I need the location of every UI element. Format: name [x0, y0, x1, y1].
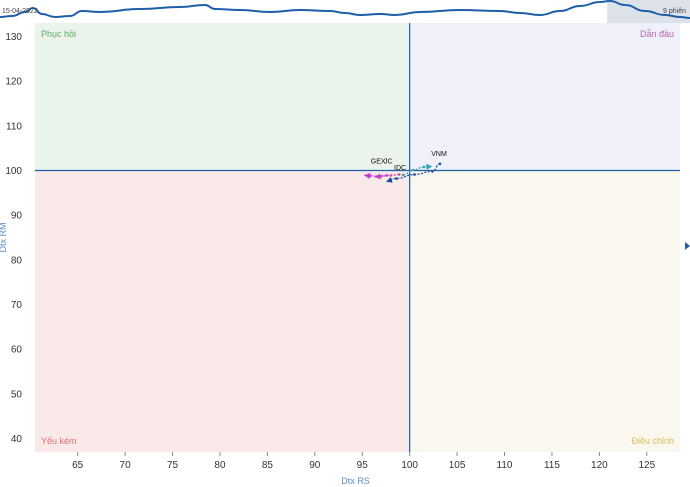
series-point-gex[interactable]: [397, 173, 401, 176]
series-label-gex[interactable]: GEX: [371, 158, 386, 165]
series-arrow-vnm[interactable]: [385, 177, 393, 183]
series-point-vnm[interactable]: [438, 162, 442, 166]
x-tick-label: 90: [309, 460, 321, 471]
x-tick-label: 110: [497, 460, 513, 471]
x-tick-label: 100: [401, 460, 418, 471]
y-tick-label: 60: [11, 345, 23, 356]
navigator-session-label: 9 phiên: [663, 8, 686, 15]
quadrant-backgrounds: Phục hồi Dẫn đầu Yếu kém Điều chỉnh: [35, 23, 680, 452]
x-axis-title: Dtx RS: [341, 476, 370, 486]
x-tick-label: 80: [214, 460, 226, 471]
center-lines: [35, 23, 680, 452]
y-tick-label: 80: [11, 255, 23, 266]
x-tick-label: 75: [167, 460, 179, 471]
y-tick-label: 40: [11, 434, 23, 445]
series-label-vnm[interactable]: VNM: [431, 151, 447, 158]
quadrant-bottom-left: [35, 170, 410, 452]
x-tick-label: 65: [72, 460, 84, 471]
series-point-vnm[interactable]: [395, 177, 398, 180]
x-tick-label: 120: [591, 460, 608, 471]
y-tick-label: 50: [11, 389, 23, 400]
y-tick-label: 110: [6, 121, 22, 132]
navigator-date-label: 15-04-2022: [2, 8, 38, 15]
series-point-vnm[interactable]: [413, 173, 416, 176]
x-tick-label: 85: [262, 460, 274, 471]
navigator[interactable]: 15-04-2022 9 phiên: [0, 0, 690, 23]
quadrant-top-right: [409, 23, 680, 171]
series-arrow-idc[interactable]: [426, 163, 433, 170]
y-tick-label: 100: [5, 166, 22, 177]
quadrant-bottom-right: [409, 170, 680, 452]
series-arrow-jc[interactable]: [364, 172, 371, 179]
series-point-jc[interactable]: [376, 174, 379, 178]
y-tick-label: 70: [11, 300, 23, 311]
series-label-jc[interactable]: JC: [384, 158, 393, 165]
series-point-gex[interactable]: [389, 174, 392, 177]
series-point-jc[interactable]: [385, 174, 389, 177]
x-tick-label: 70: [120, 460, 132, 471]
x-tick-label: 125: [638, 460, 655, 471]
quadrant-label-bottom-right: Điều chỉnh: [631, 436, 674, 446]
y-tick-label: 90: [11, 211, 23, 222]
quadrant-label-top-left: Phục hồi: [41, 29, 76, 39]
quadrant-label-top-right: Dẫn đầu: [640, 29, 674, 39]
series-label-idc[interactable]: IDC: [394, 165, 406, 172]
x-tick-label: 115: [544, 460, 560, 471]
quadrant-label-bottom-left: Yếu kém: [41, 436, 77, 446]
series-trail-jc[interactable]: [364, 174, 387, 177]
series-point-idc[interactable]: [422, 165, 426, 169]
x-tick-label: 95: [357, 460, 369, 471]
quadrant-top-left: [35, 23, 410, 171]
y-tick-label: 130: [5, 32, 22, 43]
navigator-series-line: [0, 0, 690, 19]
series-point-idc[interactable]: [401, 173, 405, 177]
expand-panel-arrow-icon[interactable]: [685, 242, 690, 250]
x-tick-label: 105: [449, 460, 466, 471]
series-point-vnm[interactable]: [431, 170, 434, 173]
series-point-idc[interactable]: [412, 168, 415, 172]
y-tick-label: 120: [5, 77, 22, 88]
axis-ticks: 65 70 75 80 85 90 95 100 105 110 115 120 125 40 50 60 70…: [5, 32, 655, 471]
y-axis-title: Dtx RM: [0, 223, 8, 253]
